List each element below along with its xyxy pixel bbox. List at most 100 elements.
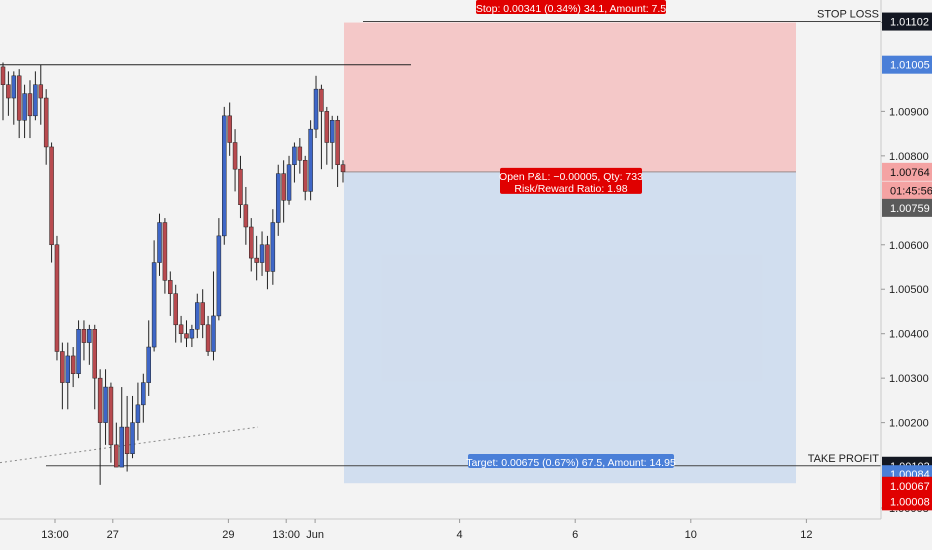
- candle-body: [108, 386, 114, 446]
- candle-body: [33, 84, 38, 117]
- time-axis-ticks: 13:00 27 29 13:00 Jun 4 6 10 12: [41, 519, 813, 541]
- candle-body: [249, 226, 254, 259]
- price-axis[interactable]: [881, 0, 932, 519]
- candle-body: [81, 329, 87, 343]
- candle: [302, 155, 308, 201]
- price-badge-label: 01:45:56: [890, 186, 932, 198]
- candle-body: [211, 315, 216, 352]
- candle: [265, 235, 270, 290]
- candle-body: [216, 235, 222, 317]
- price-badge: 1.00008: [882, 492, 932, 511]
- price-badge-label: 1.00067: [890, 481, 930, 493]
- candle-body: [324, 111, 330, 143]
- candle-body: [308, 128, 313, 192]
- candle-body: [60, 351, 65, 383]
- candle-body: [54, 244, 60, 352]
- candle-body: [135, 404, 141, 423]
- pl-tag-bg: [500, 167, 642, 194]
- candle: [108, 382, 114, 463]
- candle: [33, 71, 38, 121]
- candle: [135, 382, 141, 441]
- price-badge: 1.00764: [882, 162, 932, 181]
- candle-body: [184, 333, 189, 339]
- candle: [184, 320, 189, 348]
- drawing-lines: STOP LOSS TAKE PROFIT: [0, 9, 881, 467]
- time-axis[interactable]: [0, 519, 932, 550]
- candle: [227, 102, 232, 156]
- position-zones: [344, 22, 796, 484]
- position-tags: Stop: 0.00341 (0.34%) 34.1, Amount: 7.5 O…: [466, 0, 676, 469]
- candle: [103, 369, 108, 445]
- candle: [308, 120, 313, 201]
- candle: [168, 271, 173, 316]
- candle-body: [38, 84, 44, 99]
- candle-body: [238, 168, 243, 206]
- stop-zone: [344, 22, 796, 172]
- candle: [49, 142, 54, 263]
- candle-body: [275, 173, 281, 223]
- stop-tag: Stop: 0.00341 (0.34%) 34.1, Amount: 7.5: [476, 0, 666, 15]
- candle: [114, 422, 119, 468]
- target-zone: [344, 171, 796, 484]
- target-tag: Target: 0.00675 (0.67%) 67.5, Amount: 14…: [466, 454, 676, 469]
- candle-body: [302, 160, 308, 192]
- candle: [270, 209, 276, 285]
- candle-body: [124, 426, 130, 455]
- candle-body: [87, 329, 92, 343]
- candle-body: [65, 355, 71, 383]
- price-badge-label: 1.00764: [890, 167, 930, 179]
- candle-body: [270, 222, 276, 272]
- candle-body: [173, 293, 178, 326]
- candle: [313, 75, 319, 139]
- candle: [27, 80, 33, 139]
- candle-body: [162, 222, 168, 281]
- candle-body: [297, 146, 303, 161]
- price-badge-bg: [882, 162, 932, 181]
- candle: [232, 129, 238, 192]
- price-tick-label: 1.00300: [889, 373, 929, 385]
- time-tick-label: 6: [572, 529, 578, 541]
- price-badge-bg: [882, 198, 932, 217]
- candle: [16, 69, 22, 139]
- time-tick-label: 10: [685, 529, 697, 541]
- candle: [97, 369, 103, 485]
- candle-body: [103, 386, 108, 423]
- candle-body: [119, 426, 124, 468]
- candle: [281, 160, 286, 223]
- candle-body: [222, 115, 227, 237]
- price-badge-bg: [882, 492, 932, 511]
- candle: [243, 186, 249, 245]
- candle: [249, 218, 254, 272]
- candle: [11, 71, 17, 125]
- candle: [38, 64, 44, 125]
- candle: [297, 138, 303, 174]
- candle-body: [265, 244, 270, 272]
- candle: [70, 347, 76, 388]
- candle: [292, 142, 297, 183]
- candle: [81, 320, 87, 361]
- candle-body: [130, 422, 135, 455]
- candle: [324, 106, 330, 165]
- target-tag-bg: [468, 454, 674, 468]
- candle: [211, 271, 216, 361]
- candle: [6, 71, 11, 116]
- price-tick-label: 1.00800: [889, 151, 929, 163]
- price-badge: 1.00759: [882, 198, 932, 217]
- candle-body: [329, 120, 335, 143]
- price-tick-label: 1.00900: [889, 106, 929, 118]
- candle-body: [259, 244, 265, 263]
- time-tick-label: 27: [107, 529, 119, 541]
- candle: [60, 342, 65, 410]
- candle-body: [200, 302, 205, 326]
- candle-body: [146, 346, 151, 383]
- candle-body: [70, 355, 76, 374]
- candle-body: [195, 302, 200, 330]
- candle: [254, 235, 259, 281]
- pl-tag: Open P&L: −0.00005, Qty: 733Risk/Reward …: [499, 167, 643, 195]
- candle-body: [281, 173, 286, 201]
- price-badge: 1.01102: [882, 12, 932, 31]
- candle-body: [168, 280, 173, 294]
- candle-body: [92, 329, 97, 379]
- candle-body: [11, 75, 17, 99]
